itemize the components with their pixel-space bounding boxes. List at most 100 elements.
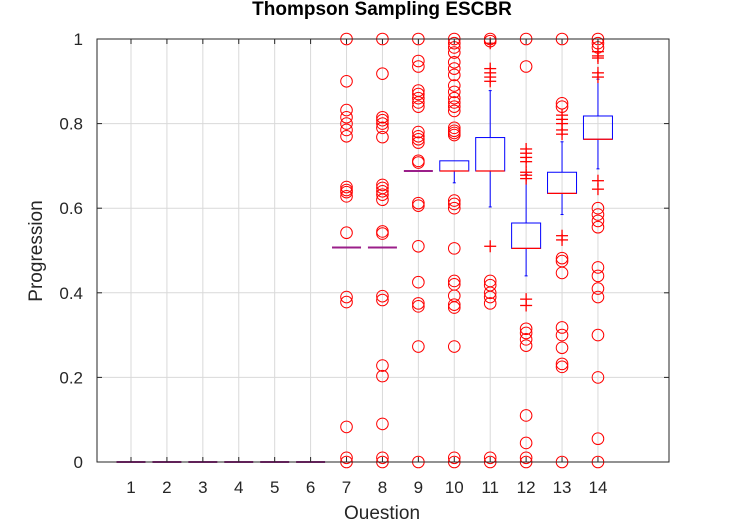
outlier-circle (376, 121, 389, 135)
outlier-circle (340, 75, 353, 88)
outlier-circle (376, 113, 389, 127)
box-12 (511, 32, 542, 469)
outlier-circle (412, 156, 425, 169)
outlier-circle (340, 290, 353, 304)
outlier-circle (483, 290, 497, 304)
outlier-circle (519, 409, 533, 422)
outlier-circle (412, 125, 425, 139)
outlier-circle (555, 321, 569, 334)
outlier-circle (591, 290, 605, 304)
outlier-circle (340, 110, 353, 124)
outlier-circle (340, 180, 353, 194)
outlier-circle (412, 340, 425, 353)
outlier-circle (447, 85, 461, 99)
outlier-circle (412, 136, 425, 149)
outlier-circle (447, 96, 461, 109)
y-axis: 0 0.2 0.4 0.6 0.8 1 (59, 30, 669, 472)
outlier-circle (591, 208, 605, 221)
outlier-circle (591, 282, 605, 295)
y-tick-label: 0.2 (59, 368, 83, 387)
outlier-circle (447, 201, 461, 215)
outlier-circle (412, 239, 425, 253)
box-11 (475, 32, 506, 469)
outlier-circle (340, 295, 353, 309)
outlier-circle (340, 103, 353, 117)
outlier-circle (447, 55, 461, 69)
outlier-circle (376, 110, 389, 124)
x-tick-label: 7 (342, 478, 351, 497)
y-tick-label: 1 (74, 30, 83, 49)
outlier-circle (412, 54, 425, 68)
outlier-circle (447, 451, 461, 465)
outlier-circle (519, 60, 533, 73)
outlier-circle (412, 132, 425, 146)
x-tick-label: 4 (234, 478, 243, 497)
box-10 (439, 32, 470, 469)
y-tick-label: 0.6 (59, 199, 83, 218)
outlier-circle (412, 196, 425, 210)
outlier-circle (376, 417, 389, 431)
outlier-circle (376, 188, 389, 201)
x-tick-label: 8 (378, 478, 387, 497)
outlier-circle (447, 298, 461, 311)
axes-frame (96, 38, 670, 463)
outlier-circle (376, 178, 389, 192)
outlier-circle (555, 357, 569, 371)
y-tick-label: 0.8 (59, 115, 83, 134)
outlier-circle (447, 36, 461, 50)
outlier-circle (340, 451, 353, 465)
outlier-circle (412, 91, 425, 105)
outlier-circle (591, 220, 605, 234)
outlier-circle (447, 194, 461, 207)
grid-lines (97, 39, 669, 462)
y-tick-label: 0 (74, 453, 83, 472)
y-axis-label: Progression (26, 200, 47, 301)
outlier-circle (376, 130, 389, 144)
outlier-circle (376, 289, 389, 303)
outlier-circle (447, 100, 461, 113)
outlier-circle (447, 46, 461, 59)
outlier-circle (447, 197, 461, 211)
outlier-circle (447, 68, 461, 82)
outlier-circle (376, 193, 389, 207)
outlier-circle (591, 261, 605, 274)
outlier-circle (376, 451, 389, 465)
outlier-circle (519, 436, 533, 450)
outlier-circle (376, 359, 389, 372)
outlier-circle (519, 322, 533, 336)
outlier-circle (376, 369, 389, 383)
outlier-circle (447, 79, 461, 92)
x-tick-label: 6 (306, 478, 315, 497)
outlier-circle (447, 104, 461, 118)
outlier-circle (591, 328, 605, 342)
outlier-circle (340, 117, 353, 130)
outlier-circle (447, 128, 461, 142)
outlier-circle (340, 420, 353, 434)
outlier-circle (447, 91, 461, 105)
outlier-circle (340, 123, 353, 137)
outlier-circle (555, 341, 569, 355)
x-tick-label: 11 (481, 478, 499, 497)
outlier-circle (340, 226, 353, 240)
x-axis-label: Question (344, 503, 420, 519)
outlier-circle (591, 269, 605, 283)
outlier-circle (412, 100, 425, 113)
x-tick-label: 3 (198, 478, 207, 497)
x-tick-label: 10 (445, 478, 464, 497)
outlier-circle (376, 293, 389, 307)
outlier-circle (412, 275, 425, 289)
outlier-circle (555, 360, 569, 374)
outlier-circle (519, 326, 533, 340)
outlier-circle (483, 286, 497, 300)
outlier-circle (591, 432, 605, 446)
outlier-circle (447, 274, 461, 288)
outlier-circle (412, 199, 425, 212)
outlier-circle (519, 339, 533, 352)
outlier-circle (447, 340, 461, 353)
outlier-circle (412, 60, 425, 73)
outlier-circle (412, 300, 425, 313)
outlier-circle (412, 96, 425, 109)
outlier-circle (591, 201, 605, 215)
outlier-circle (412, 129, 425, 143)
